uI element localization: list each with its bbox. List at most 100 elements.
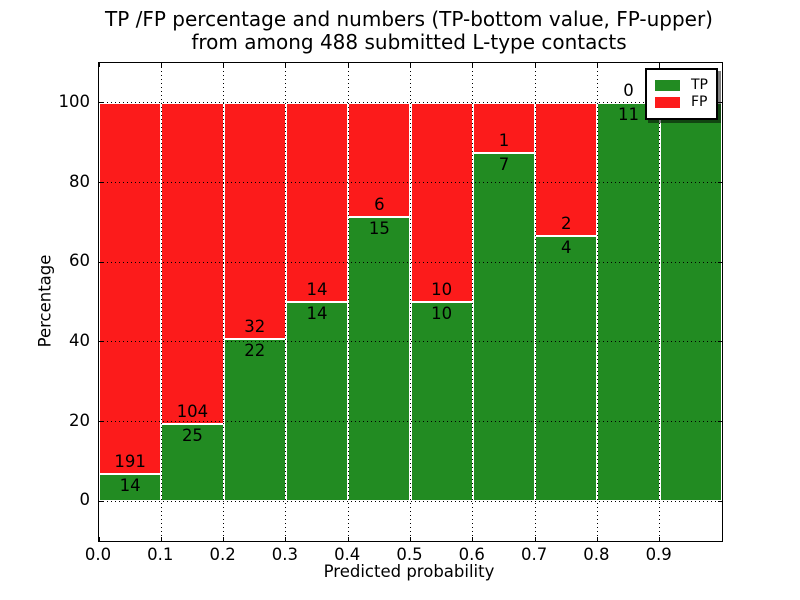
gridline-vertical <box>223 63 225 541</box>
gridline-vertical <box>160 63 162 541</box>
y-tick-mark <box>99 500 103 502</box>
x-tick-mark <box>534 63 536 67</box>
x-tick-mark <box>596 537 598 541</box>
fp-count-label: 0 <box>623 80 634 100</box>
tp-count-label: 14 <box>119 475 141 495</box>
x-tick-mark <box>160 63 162 67</box>
gridline-vertical <box>472 63 474 541</box>
bar-segment-tp <box>597 102 660 502</box>
x-tick-label: 0.0 <box>84 545 112 564</box>
fp-count-label: 14 <box>306 280 328 299</box>
fp-count-label: 191 <box>114 451 146 471</box>
legend-item-label: FP <box>691 94 708 110</box>
fp-count-label: 104 <box>176 401 209 421</box>
x-tick-mark <box>160 537 162 541</box>
tp-count-label: 7 <box>498 154 510 174</box>
bar-segment-fp <box>161 102 224 424</box>
bar-segment-tp <box>285 302 349 502</box>
gridline-vertical <box>347 63 349 541</box>
y-tick-label: 40 <box>69 330 90 350</box>
x-tick-label: 0.6 <box>458 545 485 564</box>
gridline-vertical <box>285 63 287 541</box>
y-tick-mark <box>718 261 722 263</box>
fp-swatch-icon <box>655 97 680 108</box>
x-tick-label: 0.1 <box>147 545 174 564</box>
y-tick-mark <box>99 182 103 183</box>
bar-segment-tp <box>99 473 162 502</box>
y-tick-label: 100 <box>58 91 91 111</box>
y-tick-label: 0 <box>79 490 91 510</box>
tp-count-label: 25 <box>181 425 203 445</box>
x-tick-mark <box>410 63 411 67</box>
legend: TP FP <box>645 68 718 120</box>
y-tick-mark <box>99 261 103 263</box>
y-tick-label: 60 <box>69 251 90 271</box>
bar-segment-fp <box>285 102 349 302</box>
tp-count-label: 15 <box>368 218 390 238</box>
x-tick-mark <box>223 537 225 541</box>
tp-count-label: 10 <box>431 304 453 323</box>
x-tick-label: 0.8 <box>583 545 610 564</box>
x-tick-label: 0.2 <box>209 545 236 564</box>
y-tick-label: 80 <box>69 171 90 191</box>
bar-segment-tp <box>472 152 536 502</box>
bar-segment-tp <box>535 235 598 502</box>
x-tick-label: 0.4 <box>334 545 361 564</box>
bar-segment-fp <box>535 102 598 236</box>
gridline-vertical <box>659 63 661 541</box>
x-tick-mark <box>534 537 536 541</box>
fp-count-label: 1 <box>498 130 510 150</box>
y-tick-label: 20 <box>69 410 90 430</box>
y-tick-mark <box>718 182 722 183</box>
x-tick-label: 0.5 <box>396 545 423 564</box>
tp-count-label: 4 <box>560 237 572 257</box>
x-tick-mark <box>596 63 598 67</box>
legend-item-label: TP <box>691 77 708 93</box>
bar-segment-tp <box>348 216 411 502</box>
x-tick-mark <box>285 63 287 67</box>
gridline-vertical <box>534 63 536 541</box>
x-tick-mark <box>347 537 349 541</box>
x-tick-mark <box>347 63 349 67</box>
y-tick-mark <box>99 341 103 343</box>
tp-count-label: 11 <box>618 104 640 124</box>
chart-title-line2: from among 488 submitted L-type contacts <box>191 30 627 54</box>
tp-count-label: 14 <box>306 304 328 323</box>
legend-item: FP <box>655 95 708 110</box>
bar-segment-fp <box>99 102 162 474</box>
y-tick-mark <box>99 421 103 422</box>
x-axis-label: Predicted probability <box>323 562 495 581</box>
chart-title-line1: TP /FP percentage and numbers (TP-bottom… <box>105 7 713 31</box>
x-tick-mark <box>659 537 661 541</box>
x-tick-mark <box>410 537 411 541</box>
fp-count-label: 2 <box>560 213 572 233</box>
fp-count-label: 6 <box>374 194 385 214</box>
bar-segment-tp <box>659 102 722 502</box>
bar-segment-tp <box>223 338 286 502</box>
bar-segment-fp <box>348 102 411 217</box>
fp-count-label: 10 <box>431 280 453 299</box>
gridline-vertical <box>410 63 411 541</box>
x-tick-mark <box>659 63 661 67</box>
bar-segment-fp <box>410 102 473 302</box>
x-tick-mark <box>98 63 100 67</box>
tp-swatch-icon <box>655 80 680 91</box>
bar-segment-tp <box>161 423 224 502</box>
y-tick-mark <box>99 102 103 104</box>
y-tick-mark <box>718 421 722 422</box>
bar-segment-tp <box>410 302 473 502</box>
chart-title: TP /FP percentage and numbers (TP-bottom… <box>105 8 713 54</box>
x-tick-mark <box>98 537 100 541</box>
tp-count-label: 22 <box>244 340 266 360</box>
y-tick-mark <box>718 102 722 104</box>
x-tick-label: 0.9 <box>645 545 672 564</box>
x-tick-mark <box>223 63 225 67</box>
x-tick-label: 0.7 <box>520 545 548 564</box>
legend-item: TP <box>655 78 708 93</box>
plot-area: 1911410425322214146151010172401106 <box>98 62 723 542</box>
bar-segment-fp <box>472 102 536 153</box>
x-tick-mark <box>285 537 287 541</box>
x-tick-mark <box>472 537 474 541</box>
fp-count-label: 32 <box>244 316 266 336</box>
